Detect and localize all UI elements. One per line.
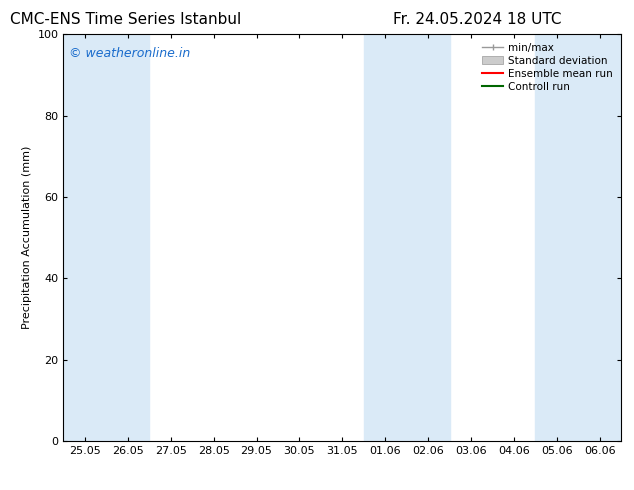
Legend: min/max, Standard deviation, Ensemble mean run, Controll run: min/max, Standard deviation, Ensemble me… <box>479 40 616 95</box>
Y-axis label: Precipitation Accumulation (mm): Precipitation Accumulation (mm) <box>22 146 32 329</box>
Text: © weatheronline.in: © weatheronline.in <box>69 47 190 59</box>
Bar <box>63 34 149 441</box>
Text: CMC-ENS Time Series Istanbul: CMC-ENS Time Series Istanbul <box>10 12 241 27</box>
Bar <box>536 34 621 441</box>
Text: Fr. 24.05.2024 18 UTC: Fr. 24.05.2024 18 UTC <box>393 12 562 27</box>
Bar <box>364 34 450 441</box>
